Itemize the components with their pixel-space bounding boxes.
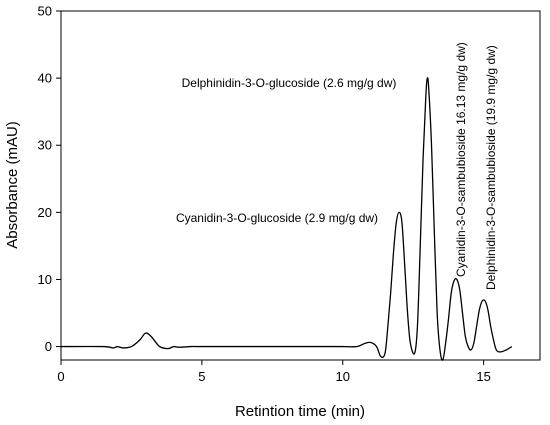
y-tick-label: 40	[38, 71, 52, 86]
plot-frame	[60, 10, 541, 361]
x-tick-label: 5	[198, 369, 205, 384]
y-tick-label: 10	[38, 272, 52, 287]
chromatogram-trace	[60, 76, 513, 361]
x-tick-label: 15	[476, 369, 490, 384]
peak-label-delphinidin-glucoside: Delphinidin-3-O-glucoside (2.6 mg/g dw)	[182, 76, 397, 90]
y-tick-label: 50	[38, 4, 52, 19]
x-tick-label: 10	[336, 369, 350, 384]
y-tick-label: 30	[38, 138, 52, 153]
y-tick-label: 0	[45, 339, 52, 354]
peak-label-cyanidin-sambubioside: Cyanidin-3-O-sambubioside 16.13 mg/g dw)	[454, 42, 468, 277]
peak-label-delphinidin-sambubioside: Delphinidin-3-O-sambubioside (19.9 mg/g …	[484, 45, 498, 290]
y-tick-label: 20	[38, 205, 52, 220]
x-axis-title: Retintion time (min)	[235, 403, 365, 420]
y-axis-ticks: 0 10 20 30 40 50	[38, 4, 61, 354]
y-axis-title: Absorbance (mAU)	[4, 121, 21, 249]
x-axis-ticks: 0 5 10 15	[57, 360, 491, 384]
peak-annotations: Delphinidin-3-O-glucoside (2.6 mg/g dw) C…	[176, 42, 498, 290]
peak-label-cyanidin-glucoside: Cyanidin-3-O-glucoside (2.9 mg/g dw)	[176, 211, 378, 225]
x-tick-label: 0	[57, 369, 64, 384]
